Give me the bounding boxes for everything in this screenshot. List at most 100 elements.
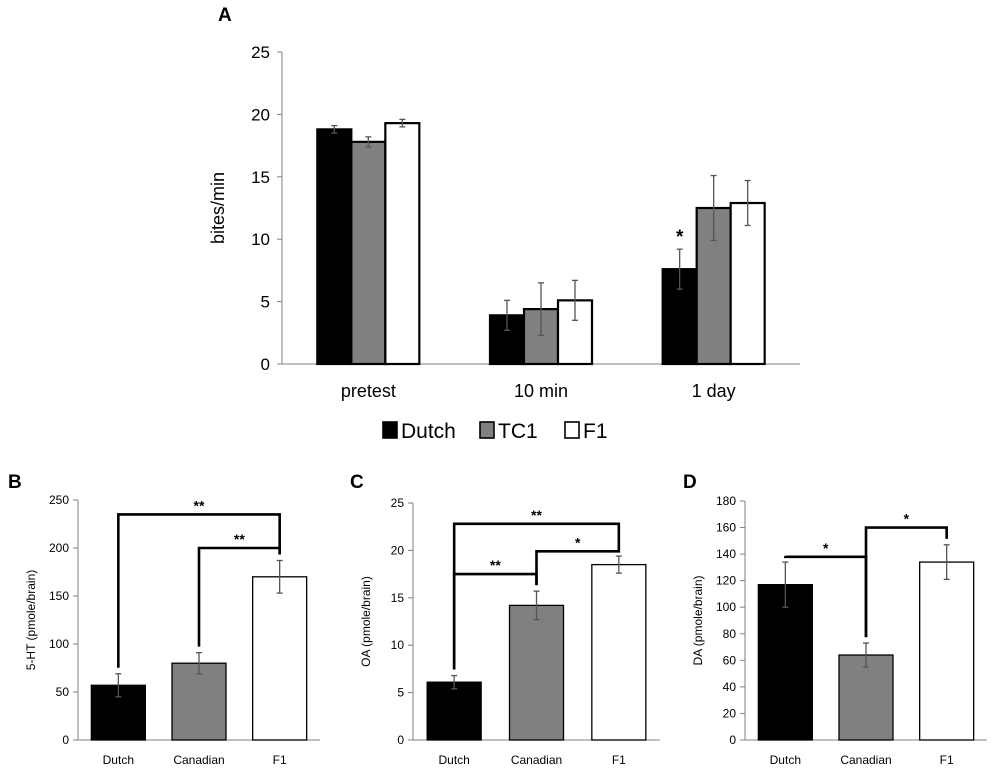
x-category-label-f1: F1 — [940, 753, 954, 767]
y-tick-label: 15 — [251, 168, 270, 187]
legend-label-dutch: Dutch — [401, 420, 456, 443]
panel-a-bars: pretest 10 min 1 day * — [316, 118, 766, 401]
legend-swatch-dutch — [382, 421, 398, 439]
error-bar-canadian — [863, 642, 869, 668]
bracket-line — [535, 550, 621, 586]
error-bar-dutch-pretest — [331, 124, 338, 134]
legend-entry-f1: F1 — [564, 420, 608, 443]
bracket-line — [864, 526, 948, 638]
bracket-canadian-f1: ** — [197, 531, 281, 647]
significance-brackets: ** — [784, 511, 948, 638]
y-tick-label: 10 — [251, 230, 270, 249]
y-tick-label: 10 — [391, 638, 405, 652]
bar-canadian — [508, 604, 565, 741]
bar-f1-pretest — [384, 122, 421, 366]
significance-star: ** — [490, 557, 501, 573]
significance-star: ** — [234, 531, 245, 547]
error-bar-dutch — [115, 673, 122, 698]
bracket-line — [117, 513, 281, 668]
panel-a-axes: A 0 5 10 15 20 25 bites/min — [208, 5, 800, 374]
legend-swatch-f1 — [564, 421, 580, 439]
bar-canadian — [838, 654, 894, 741]
panel-c-bars: Dutch Canadian F1***** — [426, 507, 647, 767]
x-category-label-f1: F1 — [612, 753, 626, 767]
y-tick-label: 80 — [723, 627, 737, 641]
significance-star: * — [823, 540, 829, 556]
error-bar-tc1-pretest — [365, 136, 372, 148]
bar-f1-1-day — [729, 201, 766, 366]
y-tick-label: 5 — [397, 686, 404, 700]
y-axis-label: bites/min — [208, 172, 228, 244]
significance-star: * — [676, 227, 684, 248]
x-category-label-dutch: Dutch — [103, 753, 134, 767]
significance-star: * — [904, 511, 910, 527]
error-bar-f1-pretest — [399, 118, 406, 128]
y-tick-label: 100 — [49, 637, 69, 651]
significance-star: * — [575, 534, 581, 550]
x-category-label-10-min: 10 min — [514, 381, 568, 401]
y-tick-label: 50 — [56, 685, 70, 699]
y-axis-label: 5-HT (pmole/brain) — [24, 570, 38, 670]
y-tick-label: 20 — [251, 105, 270, 124]
error-bar-f1 — [276, 559, 283, 594]
bar-tc1-pretest — [350, 140, 387, 366]
y-tick-label: 200 — [49, 541, 69, 555]
x-category-label-pretest: pretest — [341, 381, 396, 401]
x-category-label-canadian: Canadian — [173, 753, 224, 767]
legend-entry-dutch: Dutch — [382, 420, 456, 443]
bracket-dutch-f1: ** — [117, 497, 281, 668]
y-tick-label: 180 — [716, 494, 736, 508]
panel-letter-b: B — [8, 472, 22, 493]
panel-b-bars: Dutch Canadian F1 ** ** — [90, 497, 308, 767]
y-tick-label: 0 — [729, 733, 736, 747]
y-tick-label: 250 — [49, 493, 69, 507]
bar-f1 — [252, 576, 308, 741]
y-tick-label: 60 — [723, 653, 737, 667]
significance-star: ** — [194, 497, 205, 513]
error-bar-canadian — [196, 651, 202, 675]
y-tick-label: 0 — [261, 355, 270, 374]
bar-f1 — [919, 561, 975, 741]
y-tick-label: 0 — [62, 733, 69, 747]
error-bar-f1-10-min — [572, 279, 578, 321]
error-bar-dutch — [451, 674, 458, 690]
significance-brackets: ***** — [452, 507, 621, 670]
y-tick-label: 25 — [251, 43, 270, 62]
legend-label-f1: F1 — [583, 420, 608, 443]
error-bar-tc1-1-day — [710, 174, 717, 242]
y-tick-label: 5 — [261, 293, 270, 312]
error-bar-f1 — [943, 544, 950, 580]
y-tick-label: 140 — [716, 547, 736, 561]
legend: Dutch TC1 F1 — [382, 420, 608, 443]
x-category-label-canadian: Canadian — [511, 753, 562, 767]
error-bar-canadian — [533, 590, 540, 621]
y-tick-label: 20 — [723, 706, 737, 720]
significance-brackets: ** ** — [117, 497, 281, 668]
x-category-label-dutch: Dutch — [438, 753, 469, 767]
y-tick-label: 0 — [397, 733, 404, 747]
bracket-line — [452, 572, 538, 670]
y-tick-label: 25 — [391, 496, 405, 510]
panel-d-bars: Dutch Canadian F1** — [757, 511, 975, 767]
y-tick-label: 20 — [391, 543, 405, 557]
bracket-canadian-f1: * — [535, 534, 621, 586]
x-category-label-dutch: Dutch — [770, 753, 801, 767]
legend-entry-tc1: TC1 — [479, 420, 538, 443]
y-tick-label: 15 — [391, 591, 405, 605]
bar-dutch — [757, 584, 813, 741]
error-bar-f1 — [615, 555, 622, 574]
y-tick-label: 160 — [716, 521, 736, 535]
y-axis-label: OA (pmole/brain) — [359, 576, 373, 667]
x-category-label-canadian: Canadian — [840, 753, 891, 767]
error-bar-tc1-10-min — [538, 282, 544, 336]
error-bar-dutch-10-min — [504, 299, 510, 331]
error-bar-dutch — [782, 561, 789, 608]
panel-letter-c: C — [350, 472, 364, 493]
bar-canadian — [171, 662, 227, 741]
bracket-dutch-canadian: ** — [452, 557, 538, 670]
legend-label-tc1: TC1 — [498, 420, 538, 443]
panel-letter-a: A — [218, 5, 232, 26]
y-tick-label: 40 — [723, 680, 737, 694]
bracket-canadian-f1: * — [864, 511, 948, 638]
